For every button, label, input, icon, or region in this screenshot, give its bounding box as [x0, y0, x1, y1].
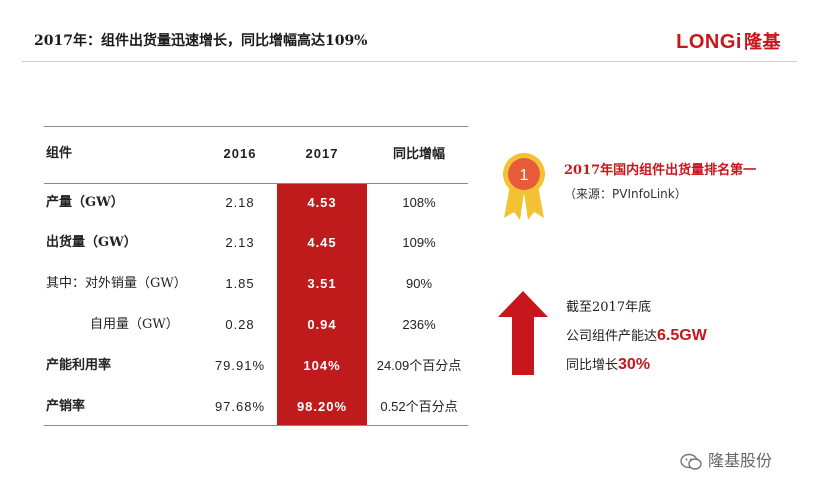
header-2016: 2016 [223, 146, 257, 161]
row-2017: 104% [303, 358, 341, 373]
row-growth: 108% [402, 195, 436, 210]
page-title: 2017年：组件出货量迅速增长，同比增幅高达109% [34, 33, 368, 49]
table-top-rule [44, 126, 468, 127]
row-label: 出货量（GW） [46, 235, 137, 250]
row-2017: 3.51 [307, 276, 337, 291]
first-place-medal-icon: 1 [503, 153, 545, 220]
row-2016: 97.68% [214, 399, 266, 414]
up-arrow-icon [498, 291, 548, 375]
row-2017: 4.53 [307, 195, 337, 210]
logo-text-cn: 隆基 [744, 32, 781, 52]
table-row: 产销率 97.68% 98.20% 0.52个百分点 [44, 396, 468, 418]
growth-value: 30% [618, 356, 651, 373]
module-shipment-table: 组件 2016 2017 同比增幅 产量（GW） 2.18 4.53 108% … [44, 126, 468, 426]
ranking-title: 2017年国内组件出货量排名第一 [564, 163, 757, 178]
row-2016: 2.13 [225, 235, 255, 250]
table-header-row: 组件 2016 2017 同比增幅 [44, 143, 468, 165]
row-growth: 109% [402, 235, 436, 250]
highlight-column-2017 [277, 183, 367, 426]
capacity-value: 6.5GW [657, 327, 707, 344]
table-row: 产量（GW） 2.18 4.53 108% [44, 192, 468, 214]
table-row: 产能利用率 79.91% 104% 24.09个百分点 [44, 355, 468, 377]
table-row: 其中：对外销量（GW） 1.85 3.51 90% [44, 273, 468, 295]
wechat-watermark: 隆基股份 [680, 447, 772, 471]
row-2016: 0.28 [225, 317, 255, 332]
longi-logo: LONGi 隆基 [676, 28, 781, 54]
table-bottom-rule [44, 425, 468, 426]
row-label: 产销率 [46, 399, 86, 414]
medal-number: 1 [520, 167, 529, 184]
watermark-text: 隆基股份 [708, 451, 773, 470]
row-growth: 236% [402, 317, 436, 332]
wechat-icon [680, 453, 702, 470]
header-2017: 2017 [305, 146, 339, 161]
table-row: 出货量（GW） 2.13 4.45 109% [44, 232, 468, 254]
row-label: 自用量（GW） [90, 317, 179, 332]
row-2016: 1.85 [225, 276, 255, 291]
row-2017: 98.20% [296, 399, 348, 414]
row-2017: 4.45 [307, 235, 337, 250]
row-2017: 0.94 [307, 317, 337, 332]
capacity-note-line3: 同比增长30% [566, 354, 650, 374]
header-module: 组件 [46, 146, 73, 161]
row-2016: 2.18 [225, 195, 255, 210]
row-2016: 79.91% [214, 358, 266, 373]
row-label: 产能利用率 [46, 358, 112, 373]
ranking-source: （来源：PVInfoLink） [564, 187, 687, 201]
row-label: 产量（GW） [46, 195, 124, 210]
row-growth: 24.09个百分点 [376, 358, 462, 373]
capacity-label: 公司组件产能达 [566, 329, 658, 344]
growth-label: 同比增长 [566, 358, 619, 373]
table-row: 自用量（GW） 0.28 0.94 236% [44, 314, 468, 336]
title-divider [22, 61, 797, 62]
row-label: 其中：对外销量（GW） [46, 276, 187, 291]
capacity-note-line2: 公司组件产能达6.5GW [566, 325, 707, 345]
table-header-rule [44, 183, 468, 184]
logo-text-en: LONGi [676, 31, 742, 53]
capacity-note-line1: 截至2017年底 [566, 300, 652, 315]
row-growth: 90% [405, 276, 433, 291]
header-growth: 同比增幅 [392, 146, 445, 161]
row-growth: 0.52个百分点 [380, 399, 458, 414]
